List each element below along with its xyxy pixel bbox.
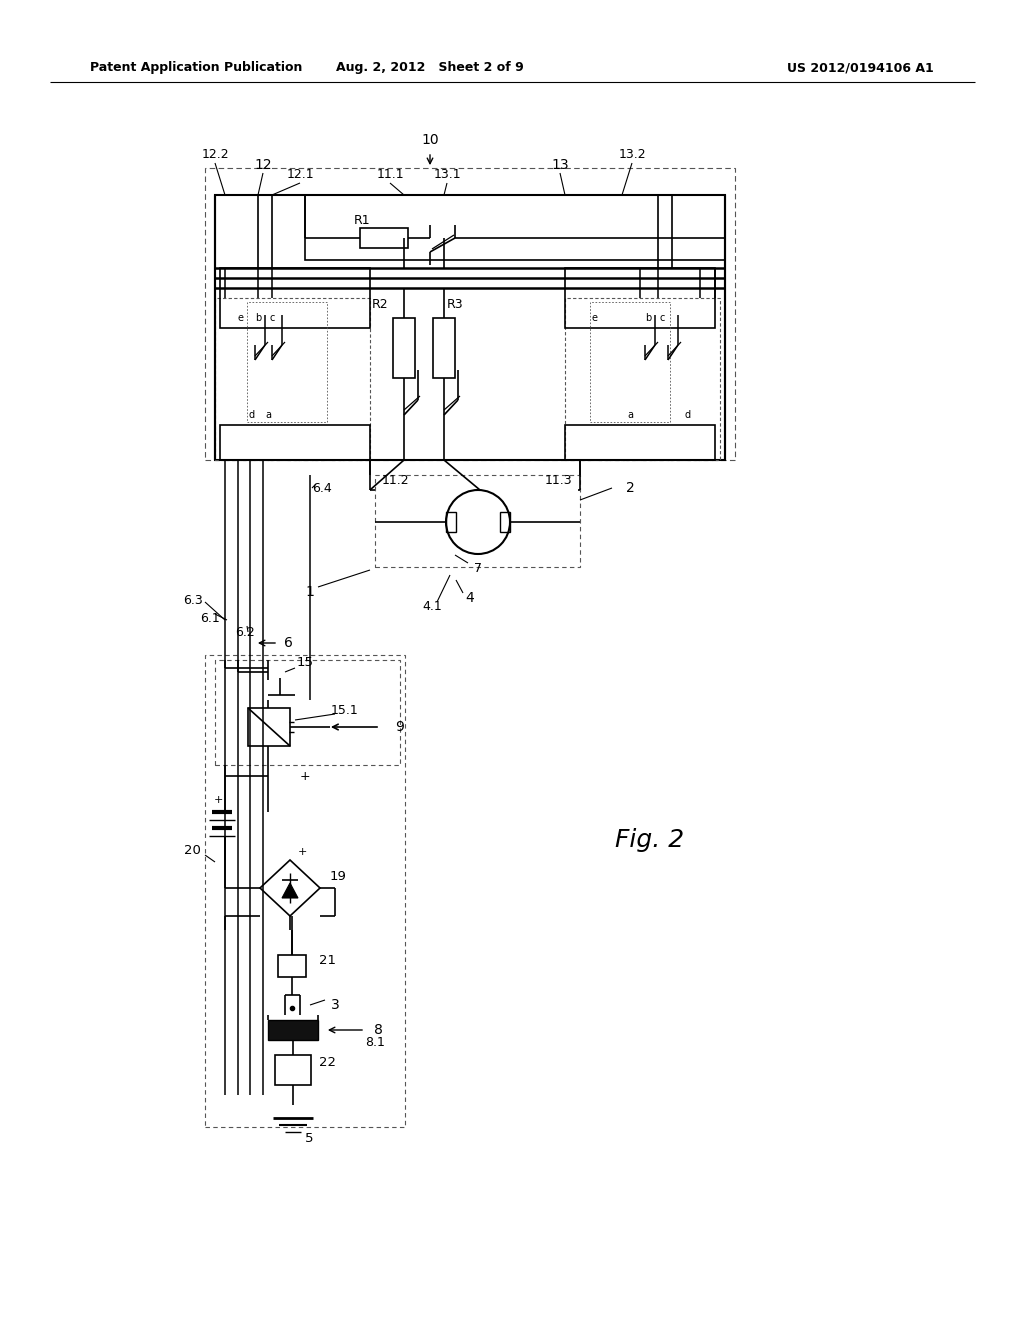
Text: 7: 7 [474, 561, 482, 574]
Text: a: a [627, 411, 633, 420]
Text: +: + [300, 770, 310, 783]
Text: 12.2: 12.2 [201, 149, 228, 161]
Text: +: + [213, 795, 222, 805]
Text: 19: 19 [330, 870, 346, 883]
Text: 4: 4 [466, 591, 474, 605]
Text: 12: 12 [254, 158, 271, 172]
Text: b: b [255, 313, 261, 323]
Bar [278, 954, 306, 977]
Bar [500, 512, 510, 532]
Text: 1: 1 [305, 585, 314, 599]
Text: 2: 2 [626, 480, 635, 495]
Text: R2: R2 [372, 298, 388, 312]
Bar [565, 298, 720, 459]
Text: 11.2: 11.2 [381, 474, 409, 487]
Text: 6: 6 [284, 636, 293, 649]
Bar [220, 268, 370, 327]
Bar [275, 1055, 311, 1085]
Text: 10: 10 [421, 133, 439, 147]
Text: 8: 8 [374, 1023, 382, 1038]
Bar [215, 298, 370, 459]
Bar [268, 1020, 318, 1040]
Text: 8.1: 8.1 [366, 1036, 385, 1049]
Text: 6.4: 6.4 [312, 482, 332, 495]
Bar [205, 655, 406, 1127]
Bar [215, 195, 725, 459]
Bar [220, 425, 370, 459]
Text: d: d [685, 411, 691, 420]
Text: c: c [659, 313, 665, 323]
Text: b: b [645, 313, 651, 323]
Polygon shape [282, 883, 298, 898]
Text: 11.1: 11.1 [376, 169, 403, 181]
Text: 22: 22 [319, 1056, 337, 1068]
Text: 13: 13 [551, 158, 568, 172]
Text: 4.1: 4.1 [422, 601, 442, 614]
Bar [433, 318, 455, 378]
Text: 13.1: 13.1 [433, 169, 461, 181]
Text: 12.1: 12.1 [286, 169, 313, 181]
Bar [360, 228, 408, 248]
Text: R3: R3 [446, 298, 463, 312]
Text: 6.3: 6.3 [183, 594, 203, 606]
Bar [446, 512, 456, 532]
Text: c: c [269, 313, 274, 323]
Bar [305, 195, 725, 260]
Text: 9: 9 [395, 719, 404, 734]
Bar [565, 268, 715, 327]
Text: 21: 21 [319, 953, 337, 966]
Text: +: + [297, 847, 306, 857]
Bar [248, 708, 290, 746]
Text: 6.1: 6.1 [200, 611, 220, 624]
Text: 15.1: 15.1 [331, 704, 358, 717]
Text: e: e [592, 313, 598, 323]
Bar [247, 302, 327, 422]
Bar [205, 168, 735, 459]
Bar [375, 475, 580, 568]
Text: US 2012/0194106 A1: US 2012/0194106 A1 [786, 62, 933, 74]
Text: 3: 3 [331, 998, 339, 1012]
Text: Aug. 2, 2012   Sheet 2 of 9: Aug. 2, 2012 Sheet 2 of 9 [336, 62, 524, 74]
Text: 15: 15 [297, 656, 313, 668]
Text: 6.2: 6.2 [236, 626, 255, 639]
Text: 5: 5 [305, 1131, 313, 1144]
Text: 20: 20 [183, 843, 201, 857]
Text: 13.2: 13.2 [618, 149, 646, 161]
Text: a: a [265, 411, 271, 420]
Text: d: d [249, 411, 255, 420]
Bar [393, 318, 415, 378]
Bar [215, 660, 400, 766]
Text: Patent Application Publication: Patent Application Publication [90, 62, 302, 74]
Text: 11.3: 11.3 [544, 474, 571, 487]
Text: R1: R1 [354, 214, 371, 227]
Text: e: e [237, 313, 243, 323]
Bar [565, 425, 715, 459]
Bar [590, 302, 670, 422]
Text: Fig. 2: Fig. 2 [615, 828, 685, 851]
